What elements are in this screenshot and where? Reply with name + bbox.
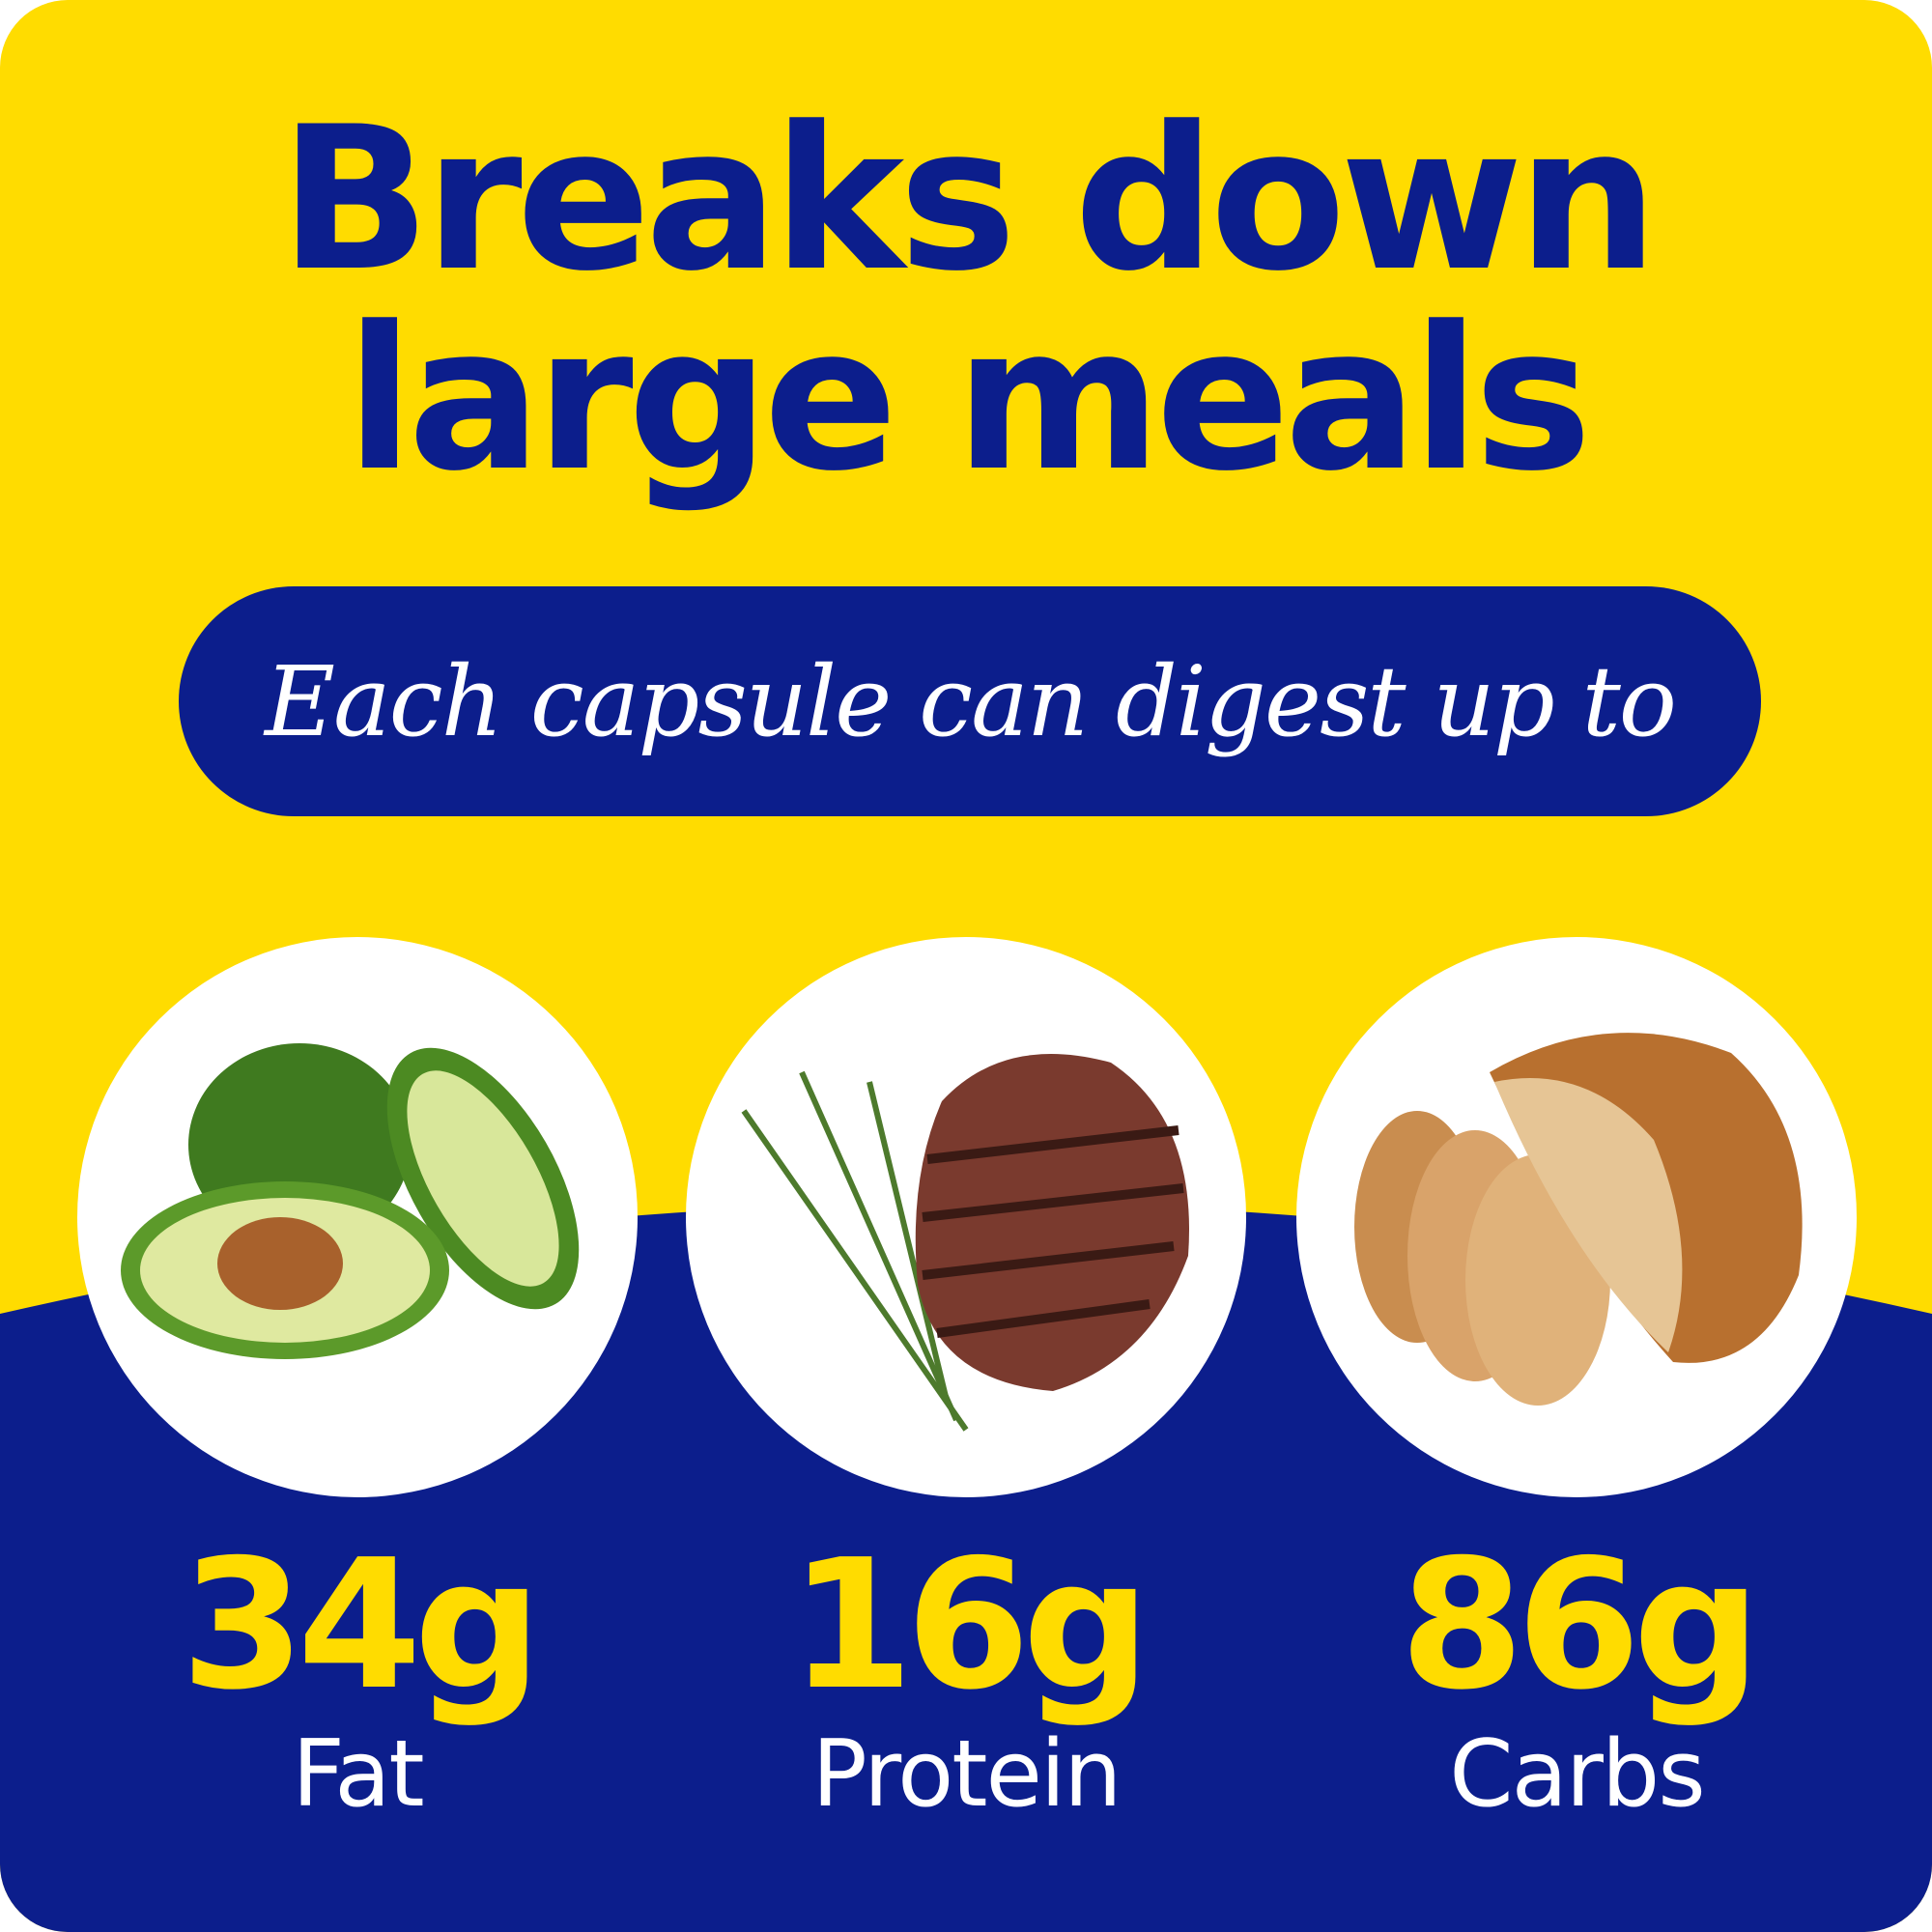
headline-line-1: Breaks down: [279, 85, 1658, 315]
steak-image: [686, 937, 1246, 1497]
bread-image: [1296, 937, 1857, 1497]
carbs-amount: 86g: [1400, 1520, 1761, 1729]
banner-text: Each capsule can digest up to: [264, 644, 1677, 758]
fat-amount: 34g: [181, 1520, 542, 1729]
avocado-image: [77, 937, 638, 1497]
fat-label: Fat: [292, 1721, 424, 1828]
protein-label: Protein: [811, 1721, 1122, 1828]
headline-line-2: large meals: [345, 285, 1592, 515]
banner-pill: Each capsule can digest up to: [179, 586, 1761, 816]
carbs-label: Carbs: [1449, 1721, 1705, 1828]
protein-amount: 16g: [789, 1520, 1151, 1729]
